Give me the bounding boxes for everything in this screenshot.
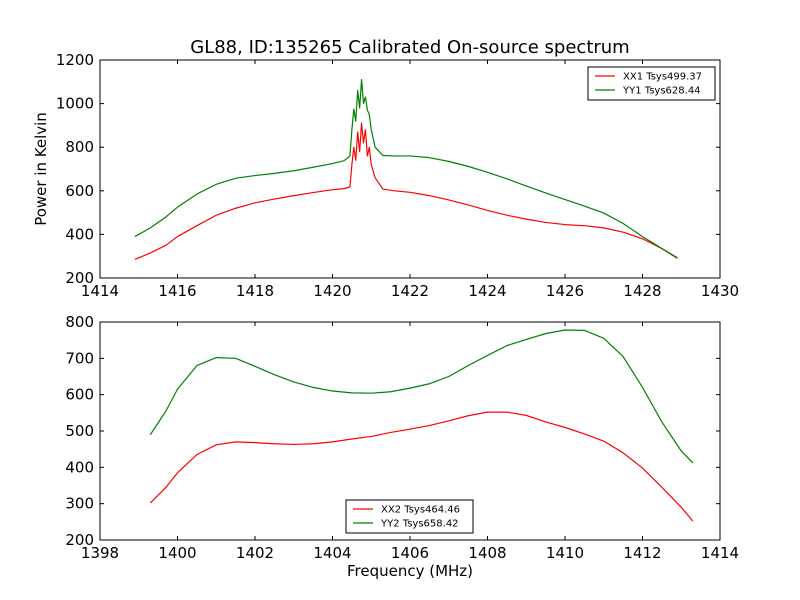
y-tick-label: 700 <box>65 349 94 367</box>
x-tick-label: 1402 <box>236 544 274 562</box>
legend-box <box>345 499 474 534</box>
y-tick-label: 600 <box>65 182 94 200</box>
x-tick-label: 1428 <box>623 282 661 300</box>
x-tick-label: 1398 <box>81 544 119 562</box>
x-tick-label: 1424 <box>468 282 506 300</box>
series-line-2-1 <box>149 411 694 522</box>
subplot-1: 1414 1416 1418 1420 1422 1424 1426 1428 1430 200 4… <box>56 51 739 300</box>
x-tick-label: 1426 <box>546 282 584 300</box>
x-tick-label: 1418 <box>236 282 274 300</box>
y-tick-label: 800 <box>65 313 94 331</box>
x-tick-label: 1408 <box>468 544 506 562</box>
y-tick-label: 800 <box>65 138 94 156</box>
legend-label: YY2 Tsys658.42 <box>380 519 459 530</box>
x-tick-label: 1400 <box>158 544 196 562</box>
x-tick-label: 1406 <box>391 544 429 562</box>
legend-label: XX1 Tsys499.37 <box>623 72 702 83</box>
legend-label: YY1 Tsys628.44 <box>622 86 701 97</box>
y-tick-label: 500 <box>65 422 94 440</box>
x-tick-label: 1412 <box>623 544 661 562</box>
x-tick-label: 1410 <box>546 544 584 562</box>
x-tick-label: 1414 <box>81 282 119 300</box>
y-tick-label: 1000 <box>56 95 94 113</box>
legend-box <box>587 66 716 101</box>
legend-2: XX2 Tsys464.46 YY2 Tsys658.42 <box>345 499 474 534</box>
x-tick-label: 1420 <box>313 282 351 300</box>
legend-label: XX2 Tsys464.46 <box>381 505 460 516</box>
y-tick-label: 200 <box>65 269 94 287</box>
series-line-2-2 <box>149 329 694 464</box>
x-tick-label: 1416 <box>158 282 196 300</box>
chart-title: GL88, ID:135265 Calibrated On-source spe… <box>190 37 629 58</box>
x-axis-label: Frequency (MHz) <box>347 562 473 580</box>
legend-1: XX1 Tsys499.37 YY1 Tsys628.44 <box>587 66 716 101</box>
y-tick-label: 400 <box>65 458 94 476</box>
y-tick-label: 400 <box>65 225 94 243</box>
y-tick-label: 200 <box>65 531 94 549</box>
y-tick-label: 300 <box>65 495 94 513</box>
y-tick-label: 1200 <box>56 51 94 69</box>
top-y-axis-label: Power in Kelvin <box>32 112 50 226</box>
x-tick-label: 1430 <box>701 282 739 300</box>
y-tick-label: 600 <box>65 386 94 404</box>
x-tick-label: 1414 <box>701 544 739 562</box>
x-tick-label: 1404 <box>313 544 351 562</box>
series-line-1-1 <box>134 122 678 261</box>
subplot-2: 1398 1400 1402 1404 1406 1408 1410 1412 1414 200 3… <box>65 313 739 562</box>
series-line-1-2 <box>134 79 678 259</box>
x-tick-label: 1422 <box>391 282 429 300</box>
